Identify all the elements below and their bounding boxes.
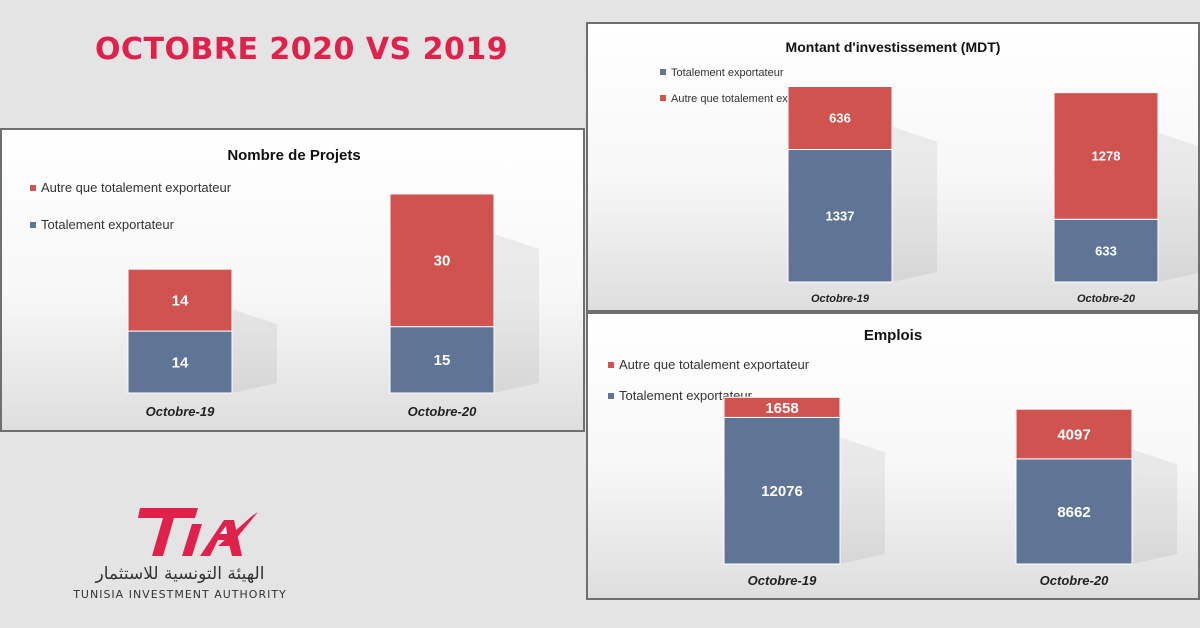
- logo-arabic-text: الهيئة التونسية للاستثمار: [95, 564, 265, 584]
- category-label: Octobre-19: [146, 404, 215, 419]
- page-headline: OCTOBRE 2020 VS 2019: [95, 32, 509, 67]
- bar-shadow: [1132, 449, 1177, 564]
- category-label: Octobre-20: [1040, 573, 1109, 588]
- bar-shadow: [840, 437, 885, 564]
- legend-label: Autre que totalement exportateur: [41, 180, 232, 195]
- bar-shadow: [1158, 132, 1198, 282]
- bar-segment: [1053, 92, 1159, 220]
- category-label: Octobre-19: [748, 573, 817, 588]
- legend-label: Totalement exportateur: [619, 388, 753, 403]
- bar-segment: [1015, 458, 1133, 565]
- data-label: 14: [172, 293, 189, 310]
- logo-english-text: TUNISIA INVESTMENT AUTHORITY: [73, 588, 287, 601]
- chart-montant-investissement: Montant d'investissement (MDT) Totalement…: [586, 22, 1200, 312]
- legend-swatch: [30, 185, 36, 191]
- legend-swatch: [608, 393, 614, 399]
- chart-title: Nombre de Projets: [227, 147, 360, 164]
- bar-segment: [787, 85, 893, 151]
- legend-swatch: [30, 222, 36, 228]
- legend-swatch: [660, 95, 666, 101]
- data-label: 1658: [765, 400, 798, 417]
- bar-shadow: [232, 309, 277, 393]
- legend-swatch: [660, 69, 666, 75]
- data-label: 4097: [1057, 426, 1090, 443]
- category-label: Octobre-19: [811, 293, 870, 305]
- bar-segment: [723, 396, 841, 418]
- tia-logo-mark: [138, 508, 258, 556]
- chart-nombre-de-projets: Nombre de Projets Autre que totalement ex…: [0, 128, 585, 432]
- bar-segment: [1053, 218, 1159, 283]
- category-label: Octobre-20: [1077, 293, 1136, 305]
- data-label: 8662: [1057, 504, 1090, 521]
- data-label: 12076: [761, 483, 803, 500]
- bar-segment: [127, 268, 233, 332]
- legend-label: Autre que totalement exportateur: [619, 357, 810, 372]
- data-label: 15: [434, 352, 451, 369]
- bar-shadow: [892, 126, 937, 282]
- category-label: Octobre-20: [408, 404, 477, 419]
- data-label: 1278: [1092, 149, 1121, 164]
- data-label: 636: [829, 111, 851, 126]
- chart-title: Emplois: [864, 327, 922, 344]
- bar-segment: [1015, 408, 1133, 460]
- legend-label: Totalement exportateur: [41, 217, 175, 232]
- bar-segment: [723, 416, 841, 565]
- data-label: 633: [1095, 243, 1117, 258]
- chart-emplois: Emplois Autre que totalement exportateur T…: [586, 312, 1200, 600]
- data-label: 30: [434, 253, 451, 270]
- legend-swatch: [608, 362, 614, 368]
- legend-label: Totalement exportateur: [671, 67, 784, 79]
- data-label: 1337: [826, 208, 855, 223]
- data-label: 14: [172, 354, 189, 371]
- chart-title: Montant d'investissement (MDT): [786, 39, 1001, 55]
- tia-logo: الهيئة التونسية للاستثمار TUNISIA INVEST…: [70, 498, 295, 608]
- bar-segment: [127, 330, 233, 394]
- bar-segment: [389, 193, 495, 328]
- bar-shadow: [494, 233, 539, 393]
